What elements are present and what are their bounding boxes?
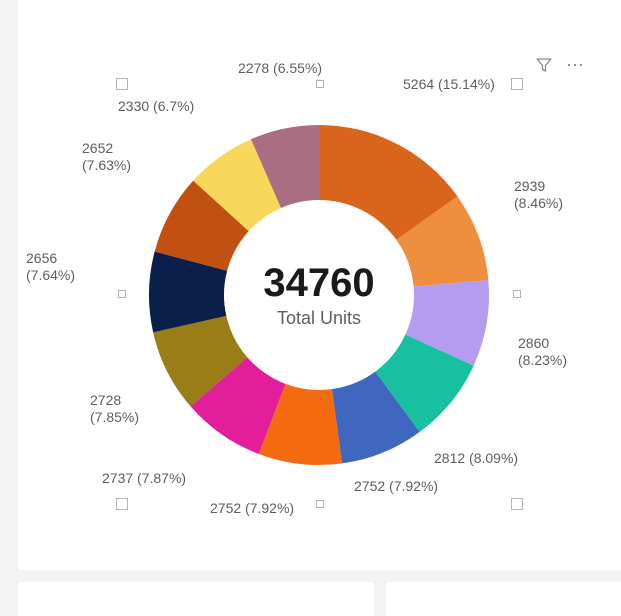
bottom-card-left[interactable] <box>18 582 374 616</box>
more-icon[interactable]: ⋯ <box>566 56 585 74</box>
card-toolbar: ⋯ <box>536 56 585 74</box>
bottom-card-right[interactable] <box>386 582 621 616</box>
chart-card[interactable]: ⋯ 34760 Total Units 5264 (15.14%)2939 (8… <box>18 0 621 570</box>
filter-icon[interactable] <box>536 57 552 73</box>
donut-chart[interactable]: 34760 Total Units 5264 (15.14%)2939 (8.4… <box>18 0 621 570</box>
